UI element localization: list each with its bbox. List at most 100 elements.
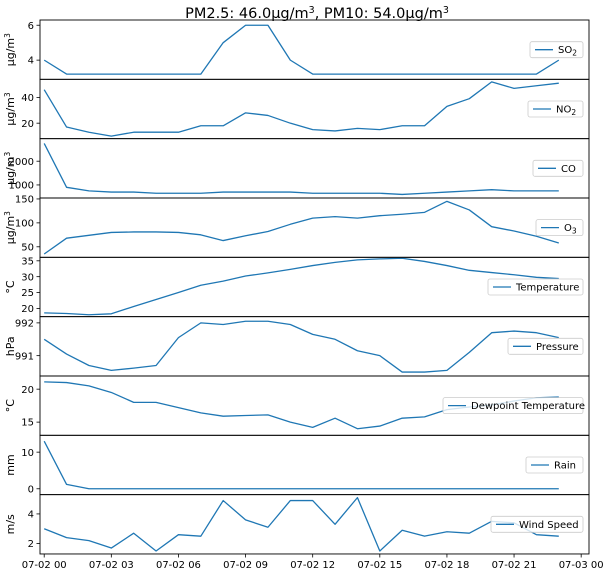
y-tick-label: 100 bbox=[15, 218, 34, 229]
legend-label-text: CO bbox=[561, 164, 576, 175]
legend-box bbox=[490, 515, 584, 533]
panel-frame bbox=[39, 316, 590, 377]
y-tick-label: 35 bbox=[21, 256, 34, 267]
y-axis-label-text: μg/m bbox=[4, 38, 17, 66]
y-axis-label-text: mm bbox=[4, 454, 17, 475]
series-line bbox=[43, 143, 559, 196]
x-tick-label: 07-02 12 bbox=[290, 560, 335, 571]
legend-label-sub: 3 bbox=[572, 227, 577, 236]
panel-7: 0 10 mm Rain bbox=[4, 434, 590, 496]
y-axis-label-text: μg/m bbox=[4, 157, 17, 185]
legend-box bbox=[525, 456, 584, 474]
series-line bbox=[43, 440, 559, 490]
legend-box bbox=[535, 219, 584, 237]
legend-label-text: NO bbox=[556, 104, 571, 115]
y-tick-label: 2000 bbox=[9, 157, 34, 168]
panel-frame bbox=[39, 19, 590, 80]
figure-title-part1: PM2.5: 46.0 bbox=[185, 6, 271, 22]
legend-label: SO2 bbox=[558, 45, 577, 58]
x-tick-label: 07-02 00 bbox=[22, 560, 67, 571]
y-tick-label: 10 bbox=[21, 448, 34, 459]
x-tick-label: 07-02 18 bbox=[424, 560, 469, 571]
legend-box bbox=[529, 41, 584, 59]
y-axis-label: μg/m3 bbox=[3, 152, 17, 185]
y-tick-label: 30 bbox=[21, 272, 34, 283]
y-tick-label: 15 bbox=[21, 418, 34, 429]
x-tick-label: 07-02 09 bbox=[223, 560, 268, 571]
panel-frame bbox=[39, 434, 590, 496]
legend-label: Wind Speed bbox=[519, 520, 579, 531]
x-tick-label: 07-02 15 bbox=[357, 560, 402, 571]
y-axis-label-sup: 3 bbox=[3, 152, 12, 157]
legend-label-text: Dewpoint Temperature bbox=[471, 401, 585, 412]
panel-frame bbox=[39, 138, 590, 199]
chart-panels: 46μg/m3SO22040μg/m3NO210002000μg/m3CO501… bbox=[3, 19, 590, 555]
x-tick-label: 07-02 06 bbox=[156, 560, 201, 571]
y-axis-label-sup: 3 bbox=[3, 33, 12, 38]
series-line bbox=[43, 24, 560, 75]
y-axis-label: μg/m3 bbox=[3, 92, 17, 125]
y-axis-label-sup: 3 bbox=[3, 92, 12, 97]
figure-title-unit2: μg/m bbox=[405, 6, 442, 22]
legend-label: NO2 bbox=[556, 104, 576, 117]
legend-label-text: SO bbox=[558, 45, 572, 56]
series-line bbox=[43, 320, 559, 373]
y-axis-label-sup: 3 bbox=[3, 211, 12, 216]
y-axis-label: μg/m3 bbox=[3, 211, 17, 244]
legend-box bbox=[487, 278, 584, 296]
y-tick-label: 992 bbox=[15, 318, 34, 329]
x-tick-label: 07-02 21 bbox=[492, 560, 537, 571]
y-axis-label-text: hPa bbox=[4, 336, 17, 356]
figure-title-unit1: μg/m bbox=[271, 6, 308, 22]
legend-label: O3 bbox=[564, 223, 577, 236]
series-line bbox=[43, 200, 559, 255]
y-tick-label: 40 bbox=[21, 93, 34, 104]
figure-title: PM2.5: 46.0μg/m3, PM10: 54.0μg/m3 bbox=[185, 5, 449, 22]
legend-label-text: Temperature bbox=[515, 282, 579, 293]
figure-title-part2: , PM10: 54.0 bbox=[315, 6, 406, 22]
y-tick-label: 991 bbox=[15, 351, 34, 362]
y-tick-label: 1000 bbox=[9, 181, 34, 192]
y-tick-label: 25 bbox=[21, 288, 34, 299]
panel-6: 15 20 °C Dewpoint Temperature bbox=[4, 375, 590, 436]
legend-label-text: Rain bbox=[554, 460, 576, 471]
legend-label: Dewpoint Temperature bbox=[471, 401, 585, 412]
legend-label-text: Pressure bbox=[536, 342, 579, 353]
y-tick-label: 6 bbox=[28, 21, 34, 32]
y-tick-label: 50 bbox=[21, 242, 34, 253]
series-line bbox=[43, 496, 559, 552]
figure-title-sup2: 3 bbox=[443, 5, 449, 16]
legend-label-text: O bbox=[564, 223, 572, 234]
x-tick-label: 07-03 00 bbox=[559, 560, 604, 571]
legend-label: CO bbox=[561, 164, 576, 175]
panel-4: 20 25 30 35 °C Temperature bbox=[4, 256, 590, 318]
y-axis-label: μg/m3 bbox=[3, 33, 17, 66]
legend-label-sub: 2 bbox=[572, 49, 577, 58]
legend-label: Rain bbox=[554, 460, 576, 471]
x-tick-label: 07-02 03 bbox=[89, 560, 134, 571]
y-tick-label: 20 bbox=[21, 304, 34, 315]
y-tick-label: 20 bbox=[21, 385, 34, 396]
panel-5: 991 992 hPa Pressure bbox=[4, 316, 590, 377]
panel-1: 20 40 μg/m3 NO2 bbox=[3, 78, 590, 140]
y-axis-label: m/s bbox=[4, 514, 17, 534]
y-tick-label: 2 bbox=[28, 539, 34, 550]
panel-0: 4 6 μg/m3 SO2 bbox=[3, 19, 590, 80]
shared-x-axis: 07-02 00 07-02 03 07-02 06 07-02 09 07-02 12… bbox=[22, 553, 604, 571]
y-axis-label-text: m/s bbox=[4, 514, 17, 534]
y-axis-label-text: μg/m bbox=[4, 97, 17, 125]
panel-frame bbox=[39, 197, 590, 258]
y-axis-label: mm bbox=[4, 454, 17, 475]
y-tick-label: 20 bbox=[21, 119, 34, 130]
y-tick-label: 4 bbox=[28, 56, 34, 67]
y-tick-label: 0 bbox=[28, 484, 34, 495]
legend-label-sub: 2 bbox=[571, 108, 576, 117]
figure-title-sup1: 3 bbox=[309, 5, 315, 16]
series-line bbox=[44, 257, 559, 316]
y-axis-label-text: μg/m bbox=[4, 216, 17, 244]
y-axis-label-text: °C bbox=[4, 399, 17, 413]
y-axis-label: °C bbox=[4, 399, 17, 413]
